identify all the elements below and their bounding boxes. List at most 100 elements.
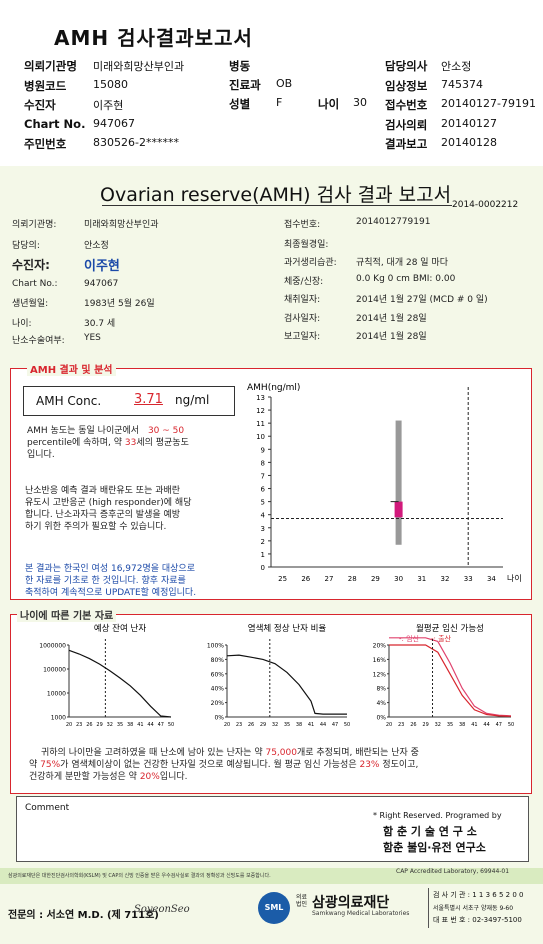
- header-left-2-label: 수진자: [24, 98, 56, 112]
- mini-y-tick-label: 100%: [207, 643, 224, 650]
- summary-pct1: 75%: [40, 760, 61, 770]
- report-left-3-value: 947067: [84, 279, 119, 289]
- x-tick-label: 30: [394, 575, 403, 583]
- legend-item: -: 출산: [431, 634, 452, 643]
- report-right-3-label: 체중/신장:: [284, 277, 324, 287]
- mini-chart-title: 염색체 정상 난자 비율: [248, 623, 327, 634]
- mini-x-tick-label: 38: [127, 722, 133, 728]
- header-right-2-label: 접수번호: [385, 98, 428, 112]
- x-tick-label: 26: [301, 575, 310, 583]
- comment-box: Comment * Right Reserved. Programed by 함…: [16, 796, 529, 862]
- summary-a: 귀하의 나이만을 고려하였을 때 난소에 남아 있는 난자는 약: [41, 748, 263, 758]
- para2-line: 난소반응 예측 결과 배란유도 또는 과배란: [25, 486, 181, 496]
- mini-x-tick-label: 44: [483, 722, 489, 728]
- conc-unit: ng/ml: [175, 393, 210, 407]
- report-left-1-label: 담당의:: [12, 241, 40, 251]
- legend-item: -: 임신: [399, 634, 419, 643]
- amh-section-tag: AMH 결과 및 분석: [27, 361, 116, 376]
- report-left-5-label: 나이:: [12, 319, 32, 329]
- mini-y-tick-label: 0%: [214, 715, 224, 722]
- header-left-1-value: 15080: [93, 77, 128, 91]
- report-title: Ovarian reserve(AMH) 검사 결과 보고서: [100, 184, 452, 206]
- series-line: [68, 649, 172, 718]
- foundation-name: 삼광의료재단: [312, 895, 390, 911]
- y-tick-label: 7: [261, 472, 265, 480]
- report-left-6-value: YES: [84, 333, 101, 343]
- org-name-2: 함춘 불임·유전 연구소: [383, 841, 486, 854]
- mini-x-tick-label: 38: [296, 722, 302, 728]
- report-left-0-label: 의뢰기관명:: [12, 220, 57, 230]
- series-line: [389, 637, 512, 717]
- normal-egg-ratio-chart: 염색체 정상 난자 비율 0% 20% 40% 60% 80% 100% 20 23 26 29 32…: [207, 623, 350, 728]
- header-left-1-label: 병원코드: [24, 78, 67, 93]
- y-tick-label: 3: [261, 525, 265, 533]
- mini-x-tick-label: 41: [471, 722, 477, 728]
- summary-pct3: 20%: [139, 772, 160, 782]
- mini-x-tick-label: 44: [320, 722, 326, 728]
- address: 서울특별시 서초구 양재동 9-60: [433, 905, 514, 912]
- para1-line1: AMH 농도는 동일 나이군에서 30 ~ 50: [27, 423, 184, 436]
- specialist-name: 전문의 : 서소연 M.D. (제 711호): [8, 910, 159, 921]
- mini-x-tick-label: 32: [435, 722, 441, 728]
- mini-x-tick-label: 41: [308, 722, 314, 728]
- pregnancy-chance-chart: 월평균 임신 가능성 0% 4% 8% 12% 16% 20% 20 23 26 29 32 35 38 4…: [373, 623, 515, 728]
- header-mid-2-label: 성별: [229, 97, 251, 111]
- report-right-2-value: 규칙적, 대개 28 일 마다: [356, 258, 448, 268]
- mini-x-tick-label: 20: [386, 722, 392, 728]
- report-left-1-value: 안소정: [84, 241, 109, 251]
- mini-chart-title: 월평균 임신 가능성: [416, 623, 484, 634]
- report-left-2-value: 이주현: [84, 259, 120, 274]
- summary-f: 건강하게 분만할 가능성은 약: [29, 772, 137, 782]
- mean-age-value: 33: [124, 438, 137, 448]
- y-tick-label: 13: [256, 394, 265, 402]
- age-range-bar: [395, 420, 402, 545]
- conc-value: 3.71: [134, 392, 163, 407]
- summary-c: 약: [29, 760, 38, 770]
- age-baseline-panel: 나이에 따른 기본 자료 예상 잔여 난자 1000 10000 100000 1000…: [10, 607, 532, 794]
- summary-e: 정도이고,: [382, 760, 419, 770]
- y-tick-label: 6: [261, 486, 266, 494]
- page-title: AMH 검사결과보고서: [54, 26, 253, 50]
- org-name-1: 함 춘 기 술 연 구 소: [383, 825, 477, 838]
- mini-x-tick-label: 35: [447, 722, 453, 728]
- para1-a: AMH 농도는 동일 나이군에서: [27, 426, 140, 436]
- x-tick-label: 28: [348, 575, 357, 583]
- report-left-0-value: 미래와희망산부인과: [84, 220, 159, 230]
- report-id: 2014-0002212: [452, 200, 519, 210]
- y-tick-label: 0: [261, 564, 265, 572]
- mini-y-tick-label: 1000: [51, 715, 66, 722]
- mini-x-tick-label: 47: [496, 722, 502, 728]
- mini-y-tick-label: 0%: [376, 715, 386, 722]
- mini-x-tick-label: 26: [410, 722, 416, 728]
- x-tick-label: 29: [371, 575, 380, 583]
- footer-note: 삼광의료재단은 대한진단검사의학회(KSLM) 및 CAP의 신빙 인증을 받은…: [8, 873, 271, 879]
- comment-label: Comment: [25, 803, 70, 813]
- age-label: 나이: [318, 97, 340, 111]
- x-axis-label: 나이: [507, 573, 522, 583]
- para3-line: 본 결과는 한국인 여성 16,972명을 대상으로: [25, 564, 195, 574]
- report-left-4-label: 생년월일:: [12, 299, 49, 309]
- x-tick-label: 32: [441, 575, 450, 583]
- remaining-eggs-chart: 예상 잔여 난자 1000 10000 100000 1000000 20 23 26 29 32…: [39, 623, 174, 728]
- mini-x-tick-label: 26: [248, 722, 254, 728]
- mini-x-tick-label: 23: [398, 722, 404, 728]
- mini-x-tick-label: 29: [260, 722, 266, 728]
- header-left-4-value: 830526-2******: [93, 136, 179, 149]
- mini-x-tick-label: 32: [107, 722, 113, 728]
- para1-c: 세의 평균농도: [136, 438, 189, 448]
- header-right-4-label: 결과보고: [385, 137, 428, 151]
- percentile-range: 30 ~ 50: [147, 426, 185, 436]
- series-line: [389, 644, 512, 717]
- footer-divider: [428, 888, 429, 928]
- header-mid-1-value: OB: [276, 77, 293, 90]
- mini-x-tick-label: 41: [137, 722, 143, 728]
- y-tick-label: 4: [261, 512, 266, 520]
- y-axis-label: AMH(ng/ml): [247, 383, 300, 393]
- series-line: [226, 654, 347, 715]
- y-tick-label: 10: [256, 433, 265, 441]
- mini-x-tick-label: 29: [96, 722, 102, 728]
- mini-x-tick-label: 47: [332, 722, 338, 728]
- mini-y-tick-label: 4%: [376, 700, 386, 707]
- summary-line2: 약 75%가 염색체이상이 없는 건강한 난자일 것으로 예상됩니다. 월 평균…: [29, 757, 418, 770]
- para1-b: percentile에 속하며, 약: [27, 438, 122, 448]
